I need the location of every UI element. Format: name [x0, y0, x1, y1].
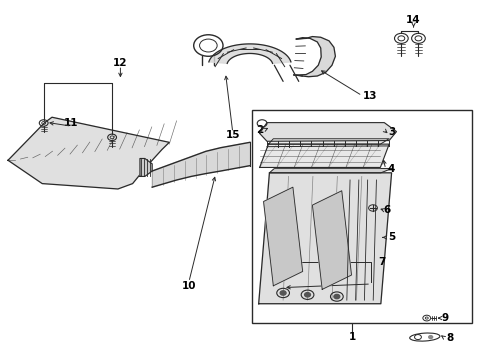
Text: 12: 12	[113, 58, 128, 68]
Circle shape	[305, 293, 311, 297]
Text: 3: 3	[388, 127, 395, 136]
Text: 9: 9	[442, 313, 449, 323]
Bar	[252, 110, 472, 323]
Polygon shape	[260, 144, 389, 167]
Circle shape	[429, 336, 433, 338]
Text: 14: 14	[406, 15, 421, 26]
Polygon shape	[269, 139, 389, 144]
Text: 1: 1	[349, 332, 356, 342]
Text: 13: 13	[362, 91, 377, 101]
Text: 5: 5	[388, 232, 395, 242]
Polygon shape	[152, 142, 250, 187]
Circle shape	[280, 291, 286, 295]
Polygon shape	[140, 158, 152, 176]
Text: 6: 6	[383, 206, 391, 216]
Text: 10: 10	[182, 281, 196, 291]
Polygon shape	[259, 173, 392, 304]
Text: 4: 4	[388, 164, 395, 174]
Polygon shape	[209, 44, 291, 63]
Polygon shape	[8, 117, 169, 189]
Text: 7: 7	[378, 257, 386, 267]
Circle shape	[334, 294, 340, 299]
Text: 15: 15	[225, 130, 240, 140]
Text: 8: 8	[446, 333, 454, 343]
Polygon shape	[260, 123, 396, 141]
Text: 2: 2	[256, 125, 263, 135]
Polygon shape	[264, 187, 303, 286]
Polygon shape	[313, 191, 351, 289]
Text: 11: 11	[64, 118, 79, 128]
Polygon shape	[294, 37, 335, 77]
Polygon shape	[270, 168, 392, 173]
